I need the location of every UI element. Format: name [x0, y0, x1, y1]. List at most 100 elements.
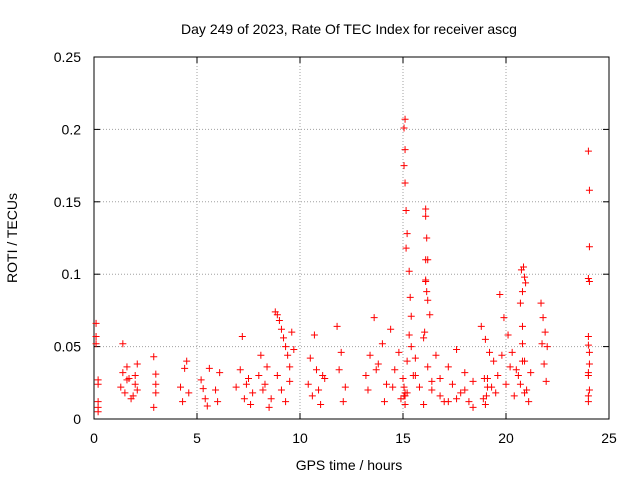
data-point: [317, 401, 325, 409]
data-point: [282, 343, 290, 351]
data-point: [584, 369, 592, 377]
data-point: [584, 147, 592, 155]
data-point: [397, 395, 405, 403]
data-point: [277, 325, 285, 333]
data-point: [411, 354, 419, 362]
data-point: [405, 267, 413, 275]
data-point: [129, 392, 137, 400]
data-point: [308, 392, 316, 400]
data-point: [315, 386, 323, 394]
data-point: [133, 360, 141, 368]
data-point: [585, 277, 593, 285]
data-point: [461, 369, 469, 377]
data-point: [255, 372, 263, 380]
data-point: [420, 401, 428, 409]
data-point: [585, 386, 593, 394]
data-point: [448, 380, 456, 388]
data-point: [389, 383, 397, 391]
data-point: [516, 299, 524, 307]
data-point: [387, 325, 395, 333]
data-point: [424, 363, 432, 371]
data-points: [92, 115, 593, 416]
data-point: [518, 340, 526, 348]
data-point: [341, 383, 349, 391]
data-point: [521, 357, 529, 365]
data-point: [119, 369, 127, 377]
x-tick-label: 10: [292, 430, 308, 446]
data-point: [286, 377, 294, 385]
y-tick-label: 0: [73, 411, 81, 427]
data-point: [444, 398, 452, 406]
data-point: [370, 314, 378, 322]
data-point: [407, 312, 415, 320]
data-point: [267, 395, 275, 403]
data-point: [585, 348, 593, 356]
data-point: [282, 398, 290, 406]
data-point: [540, 360, 548, 368]
data-point: [277, 386, 285, 394]
data-point: [216, 369, 224, 377]
data-point: [131, 372, 139, 380]
data-point: [477, 322, 485, 330]
data-point: [339, 398, 347, 406]
data-point: [432, 351, 440, 359]
data-point: [421, 328, 429, 336]
data-point: [400, 392, 408, 400]
data-point: [539, 314, 547, 322]
data-point: [92, 319, 100, 327]
data-point: [494, 372, 502, 380]
data-point: [92, 332, 100, 340]
data-point: [585, 360, 593, 368]
data-point: [310, 331, 318, 339]
data-point: [543, 343, 551, 351]
data-point: [203, 402, 211, 410]
data-point: [420, 334, 428, 342]
data-point: [542, 377, 550, 385]
data-point: [94, 408, 102, 416]
data-point: [428, 377, 436, 385]
data-point: [401, 389, 409, 397]
data-point: [422, 277, 430, 285]
data-point: [424, 296, 432, 304]
data-point: [403, 230, 411, 238]
data-point: [411, 372, 419, 380]
x-tick-label: 5: [193, 430, 201, 446]
data-point: [490, 357, 498, 365]
data-point: [183, 357, 191, 365]
data-point: [383, 380, 391, 388]
data-point: [133, 386, 141, 394]
data-point: [92, 340, 100, 348]
data-point: [247, 401, 255, 409]
data-point: [518, 322, 526, 330]
data-point: [333, 322, 341, 330]
data-point: [372, 366, 380, 374]
data-point: [482, 392, 490, 400]
data-point: [123, 363, 131, 371]
data-point: [337, 348, 345, 356]
data-point: [400, 162, 408, 170]
data-point: [506, 363, 514, 371]
data-point: [525, 398, 533, 406]
data-point: [508, 348, 516, 356]
data-point: [401, 115, 409, 123]
data-point: [265, 403, 273, 411]
data-point: [496, 290, 504, 298]
data-point: [461, 386, 469, 394]
y-tick-label: 0.2: [62, 121, 82, 137]
data-point: [480, 374, 488, 382]
data-point: [399, 374, 407, 382]
y-tick-label: 0.05: [54, 339, 81, 355]
y-axis: 0 0.05 0.1 0.15 0.2 0.25: [54, 49, 609, 427]
data-point: [504, 331, 512, 339]
data-point: [275, 317, 283, 325]
data-point: [481, 401, 489, 409]
data-point: [238, 332, 246, 340]
data-point: [214, 398, 222, 406]
data-point: [401, 401, 409, 409]
data-point: [527, 369, 535, 377]
data-point: [537, 299, 545, 307]
data-point: [453, 345, 461, 353]
y-axis-title: ROTI / TECUs: [4, 193, 20, 283]
data-point: [366, 351, 374, 359]
x-axis: 0 5 10 15 20 25: [90, 57, 617, 446]
